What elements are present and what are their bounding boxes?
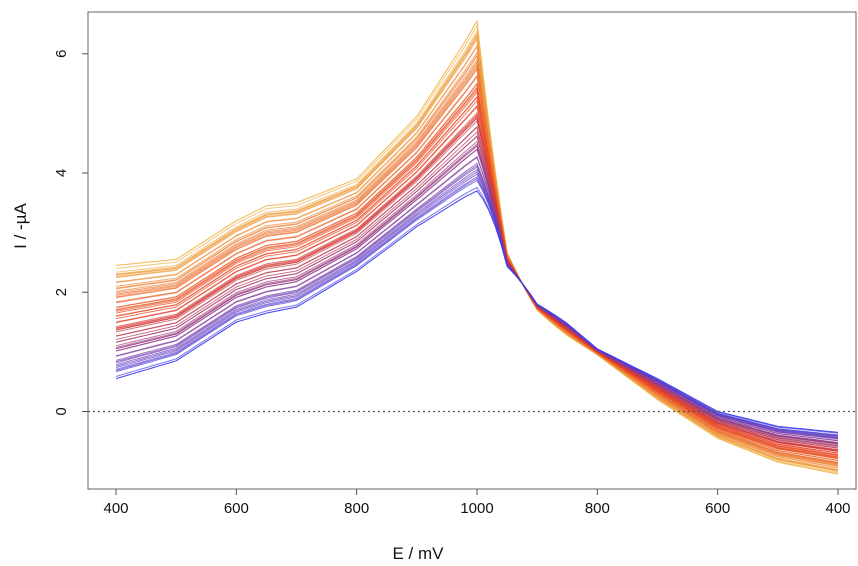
- x-tick-label: 600: [224, 500, 249, 517]
- series-line: [115, 135, 839, 447]
- x-tick-label: 400: [825, 500, 850, 517]
- series-line: [115, 62, 839, 464]
- series-line: [115, 190, 839, 433]
- x-tick-label: 800: [344, 500, 369, 517]
- curve-group: [115, 19, 839, 475]
- series-line: [115, 148, 839, 443]
- y-axis-title: I / -µA: [11, 202, 30, 248]
- series-line: [115, 119, 839, 450]
- x-tick-label: 1000: [460, 500, 493, 517]
- x-tick-label: 800: [585, 500, 610, 517]
- series-line: [115, 173, 839, 437]
- series-line: [115, 131, 839, 448]
- y-tick-label: 4: [53, 169, 70, 177]
- series-line: [115, 37, 839, 471]
- series-line: [115, 66, 839, 463]
- series-line: [115, 74, 839, 462]
- series-line: [115, 23, 839, 474]
- series-line: [115, 50, 839, 467]
- plot-frame: [87, 11, 857, 490]
- x-axis: 400 600 800 1000 800 600 400: [103, 489, 851, 517]
- series-line: [115, 91, 839, 457]
- series-line: [115, 99, 839, 455]
- series-line: [115, 155, 839, 442]
- x-axis-title: E / mV: [392, 544, 444, 563]
- series-line: [115, 85, 839, 459]
- series-line: [115, 19, 839, 475]
- series-line: [115, 96, 839, 456]
- series-line: [115, 177, 839, 436]
- y-tick-label: 2: [53, 288, 70, 296]
- series-line: [115, 125, 839, 449]
- y-tick-label: 6: [53, 50, 70, 58]
- series-line: [115, 104, 839, 454]
- x-tick-label: 600: [705, 500, 730, 517]
- series-line: [115, 54, 839, 466]
- y-tick-label: 0: [53, 407, 70, 415]
- y-axis: 0 2 4 6: [53, 50, 88, 416]
- series-line: [115, 44, 839, 469]
- series-line: [115, 162, 839, 440]
- x-tick-label: 400: [103, 500, 128, 517]
- series-line: [115, 166, 839, 439]
